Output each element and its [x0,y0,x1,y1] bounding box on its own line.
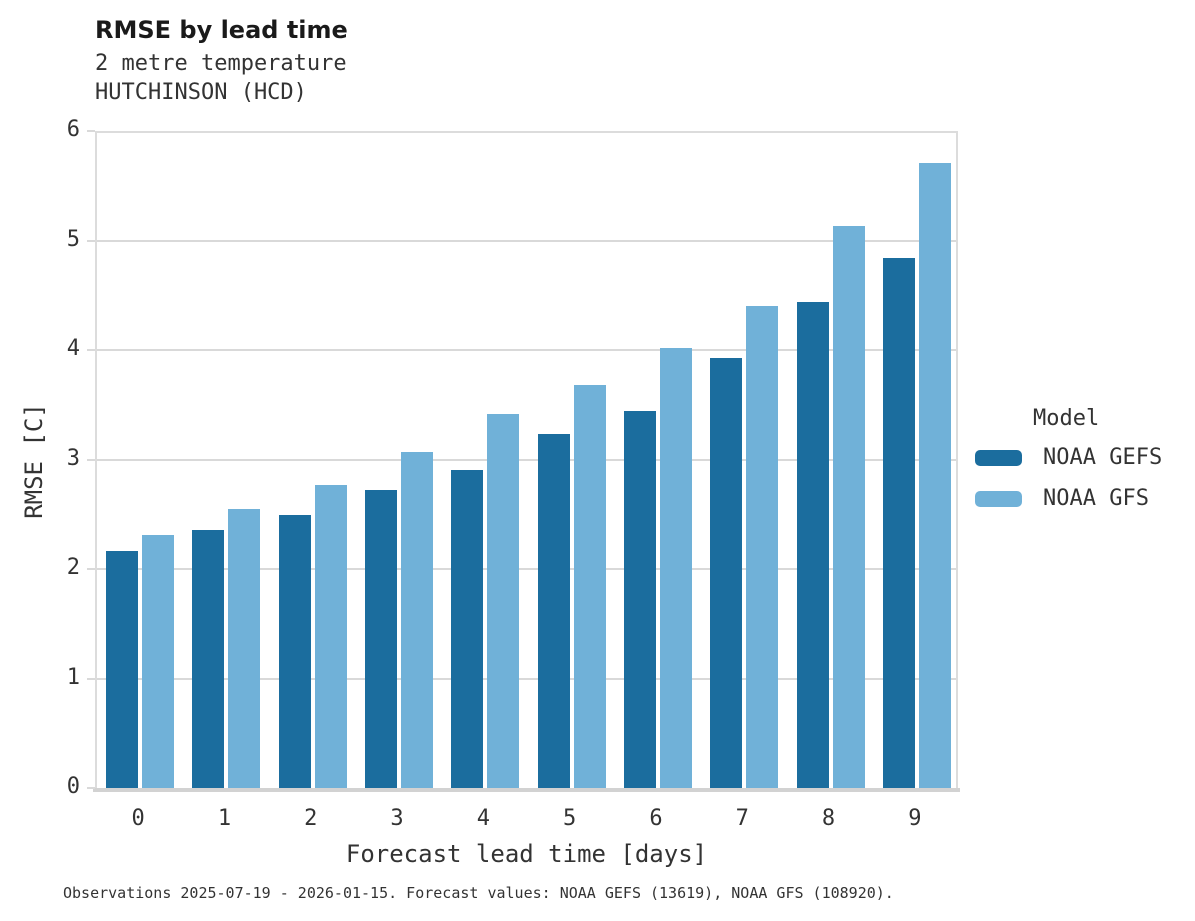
x-tick-label: 1 [217,806,232,831]
bar [365,490,398,788]
x-tick-label: 5 [563,806,577,831]
plot-area [95,131,958,788]
y-tick-label: 5 [66,226,80,252]
bar [746,306,779,788]
chart-subtitle-station: HUTCHINSON (HCD) [95,80,307,105]
y-tick-label: 3 [66,445,80,471]
chart-subtitle-variable: 2 metre temperature [95,51,347,76]
legend-label-gfs: NOAA GFS [1043,486,1149,511]
bar [918,162,951,788]
bar [278,515,311,788]
x-axis-title: Forecast lead time [days] [345,840,708,868]
bar [401,451,434,788]
x-tick-label: 4 [476,806,490,831]
chart-title: RMSE by lead time [95,16,348,44]
x-tick-label: 0 [131,806,145,831]
x-axis-line [93,788,960,792]
y-tick [87,568,95,570]
legend: Model NOAA GEFS NOAA GFS [975,406,1190,527]
bar [882,258,915,788]
bar [537,434,570,788]
y-tick-label: 6 [66,117,80,142]
gridline [97,349,956,351]
x-tick-label: 7 [735,806,749,831]
legend-entry-gfs: NOAA GFS [975,486,1190,511]
bar [623,411,656,788]
y-tick [87,239,95,242]
y-tick [87,458,95,461]
y-tick [87,349,95,351]
bar [142,535,175,788]
gridline [97,677,956,680]
bar [451,470,484,788]
y-tick-label: 2 [66,555,80,580]
bar [659,347,692,788]
y-tick [87,677,95,680]
x-tick-label: 9 [908,806,922,831]
bar [796,301,829,788]
legend-swatch-gefs-icon [975,449,1022,466]
y-tick-label: 1 [66,664,80,690]
bar [228,508,261,788]
legend-swatch-gfs-icon [975,490,1022,507]
x-tick-label: 2 [304,806,318,831]
legend-title: Model [1033,406,1100,431]
y-tick-label: 4 [66,336,80,361]
y-tick-label: 0 [66,774,80,799]
gridline [97,239,956,242]
bar [487,413,520,788]
bar [314,484,347,788]
legend-label-gefs: NOAA GEFS [1043,445,1163,470]
x-tick-label: 8 [821,806,836,831]
footer-caption: Observations 2025-07-19 - 2026-01-15. Fo… [63,884,894,902]
x-tick-label: 3 [390,806,404,831]
gridline [97,458,956,461]
bar [106,551,139,788]
bar [710,357,743,788]
bar [573,385,606,788]
bar [832,226,865,788]
bar [192,529,225,788]
y-tick [87,130,95,132]
legend-entry-gefs: NOAA GEFS [975,445,1190,470]
x-tick-label: 6 [649,806,663,831]
gridline [97,568,956,570]
y-tick [87,787,95,789]
